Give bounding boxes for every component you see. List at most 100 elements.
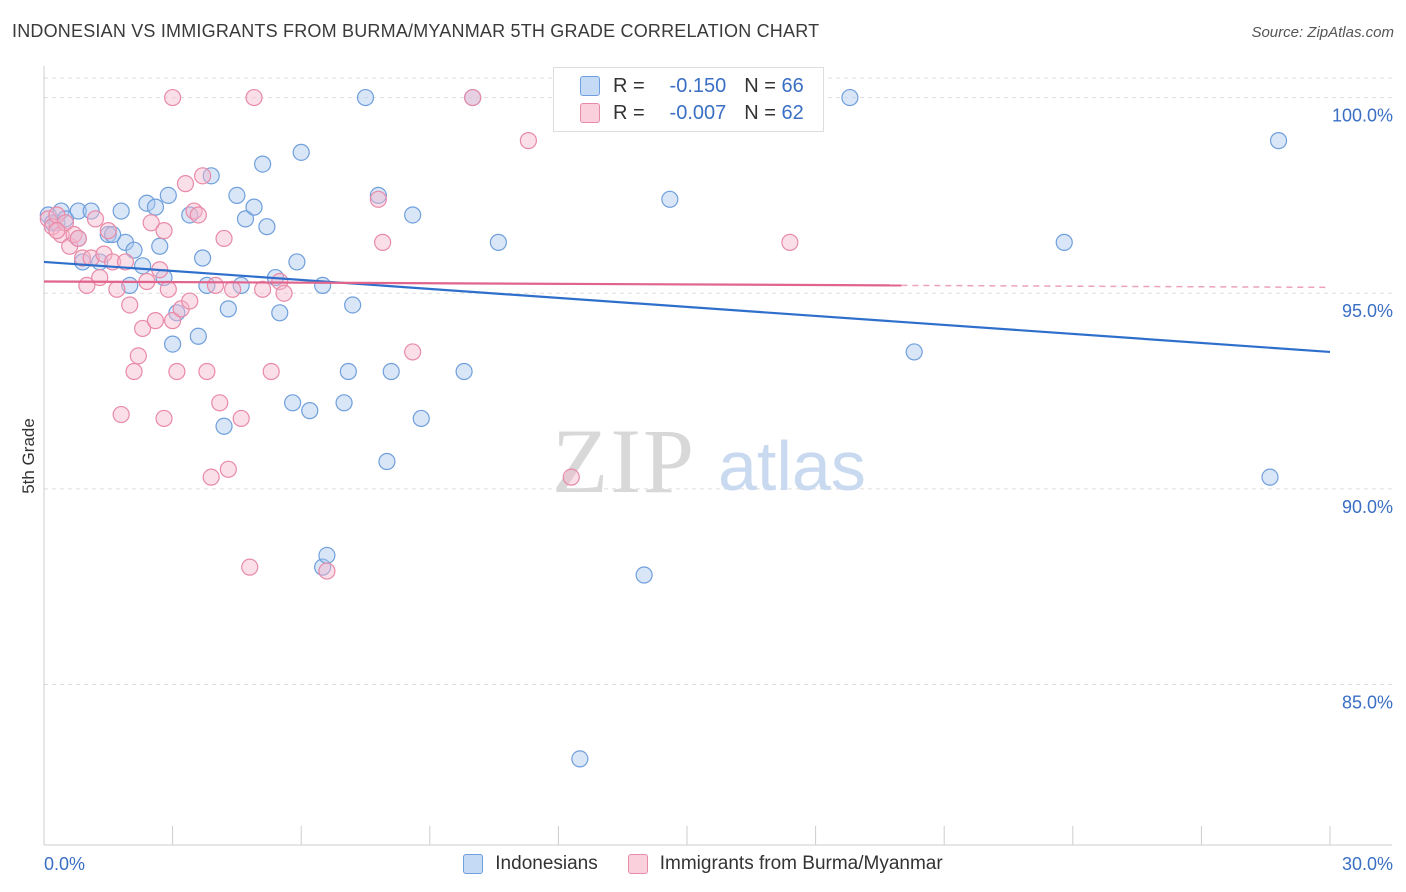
- indonesians-point: [56, 210, 75, 228]
- y-tick-label: 90.0%: [1342, 497, 1393, 517]
- indonesians-point: [382, 362, 400, 381]
- burma-point: [116, 253, 135, 271]
- indonesians-point: [489, 233, 507, 251]
- indonesians-trend-line: [43, 260, 1331, 354]
- stats-legend-row-pink: R = -0.007 N = 62: [580, 100, 804, 126]
- indonesians-point: [905, 343, 923, 361]
- blue-swatch: [580, 76, 600, 96]
- legend-item-burma[interactable]: Immigrants from Burma/Myanmar: [627, 851, 943, 877]
- burma-point: [125, 362, 143, 381]
- burma-point: [318, 562, 336, 580]
- r-label: R =: [613, 101, 645, 124]
- r-value: -0.150: [669, 74, 727, 97]
- burma-point: [211, 394, 229, 412]
- r-value: -0.007: [669, 101, 727, 124]
- n-label: N =: [744, 74, 776, 97]
- pink-swatch: [580, 103, 600, 123]
- indonesians-point: [215, 417, 233, 435]
- burma-point: [245, 88, 263, 107]
- n-label: N =: [744, 101, 776, 124]
- burma-point: [155, 222, 173, 240]
- x-tick-label: 30.0%: [1342, 854, 1393, 874]
- burma-point: [519, 132, 537, 150]
- burma-point: [159, 280, 177, 298]
- indonesians-point: [301, 402, 319, 420]
- indonesians-point: [404, 206, 422, 224]
- indonesians-point: [412, 409, 430, 428]
- burma-point: [215, 229, 233, 248]
- burma-trend-extension: [901, 284, 1331, 289]
- indonesians-point: [369, 186, 387, 204]
- indonesians-point: [254, 155, 272, 173]
- burma-point: [108, 280, 126, 298]
- indonesians-point: [151, 237, 169, 255]
- pink-swatch: [627, 854, 648, 874]
- burma-point: [202, 468, 220, 486]
- x-tick-label: 0.0%: [44, 854, 85, 874]
- burma-point: [781, 233, 799, 251]
- indonesians-point: [164, 335, 182, 353]
- burma-point: [275, 284, 293, 302]
- burma-point: [112, 405, 130, 424]
- indonesians-point: [571, 750, 589, 768]
- indonesians-point: [318, 546, 336, 565]
- burma-point: [181, 292, 199, 310]
- burma-point: [194, 167, 212, 185]
- burma-point: [374, 233, 392, 251]
- trend-layer: [43, 260, 1331, 354]
- burma-point: [48, 222, 66, 240]
- indonesians-point: [159, 186, 177, 204]
- burma-point: [129, 347, 147, 365]
- burma-point: [189, 206, 207, 224]
- indonesians-point: [284, 394, 302, 412]
- burma-point: [155, 409, 173, 428]
- burma-point: [142, 214, 160, 232]
- r-label: R =: [613, 74, 645, 97]
- indonesians-point: [455, 362, 473, 381]
- indonesians-point: [133, 257, 152, 275]
- burma-point: [464, 88, 482, 107]
- indonesians-point: [335, 394, 353, 412]
- legend-item-indonesians[interactable]: Indonesians: [463, 851, 598, 877]
- chart-title: INDONESIAN VS IMMIGRANTS FROM BURMA/MYAN…: [12, 21, 820, 41]
- indonesians-point: [271, 304, 289, 322]
- indonesians-point: [1269, 132, 1288, 150]
- grid-layer: [44, 77, 1392, 686]
- burma-point: [206, 276, 225, 295]
- burma-point: [164, 312, 182, 330]
- y-tick-label: 85.0%: [1342, 693, 1393, 713]
- burma-point: [99, 222, 117, 240]
- indonesians-point: [661, 190, 679, 208]
- chart-source: Source: ZipAtlas.com: [1251, 24, 1394, 41]
- burma-point: [562, 468, 580, 486]
- indonesians-point: [194, 249, 212, 267]
- burma-point: [121, 296, 139, 314]
- y-axis-label: 5th Grade: [19, 418, 38, 494]
- burma-point: [176, 175, 195, 193]
- indonesians-point: [82, 202, 100, 220]
- indonesians-point: [236, 210, 255, 228]
- indonesians-point: [146, 198, 165, 216]
- burma-point: [146, 312, 165, 330]
- indonesians-point: [1055, 233, 1073, 251]
- burma-point: [69, 229, 87, 248]
- burma-point: [262, 362, 280, 381]
- watermark-zip: ZIP: [552, 410, 696, 512]
- indonesians-point: [258, 218, 276, 236]
- indonesians-point: [112, 202, 130, 220]
- indonesians-point: [288, 253, 306, 271]
- burma-point: [39, 210, 57, 228]
- burma-point: [241, 558, 259, 576]
- burma-point: [219, 460, 237, 478]
- indonesians-point: [635, 566, 653, 584]
- burma-point: [404, 343, 422, 361]
- indonesians-point: [125, 241, 143, 259]
- indonesians-point: [138, 194, 156, 212]
- stats-legend-row-blue: R = -0.150 N = 66: [580, 73, 804, 99]
- legend-label: Indonesians: [495, 853, 598, 874]
- stats-legend: R = -0.150 N = 66 R = -0.007 N = 62: [553, 67, 824, 132]
- indonesians-point: [356, 88, 375, 107]
- series-legend: Indonesians Immigrants from Burma/Myanma…: [0, 851, 1406, 877]
- indonesians-point: [378, 452, 396, 471]
